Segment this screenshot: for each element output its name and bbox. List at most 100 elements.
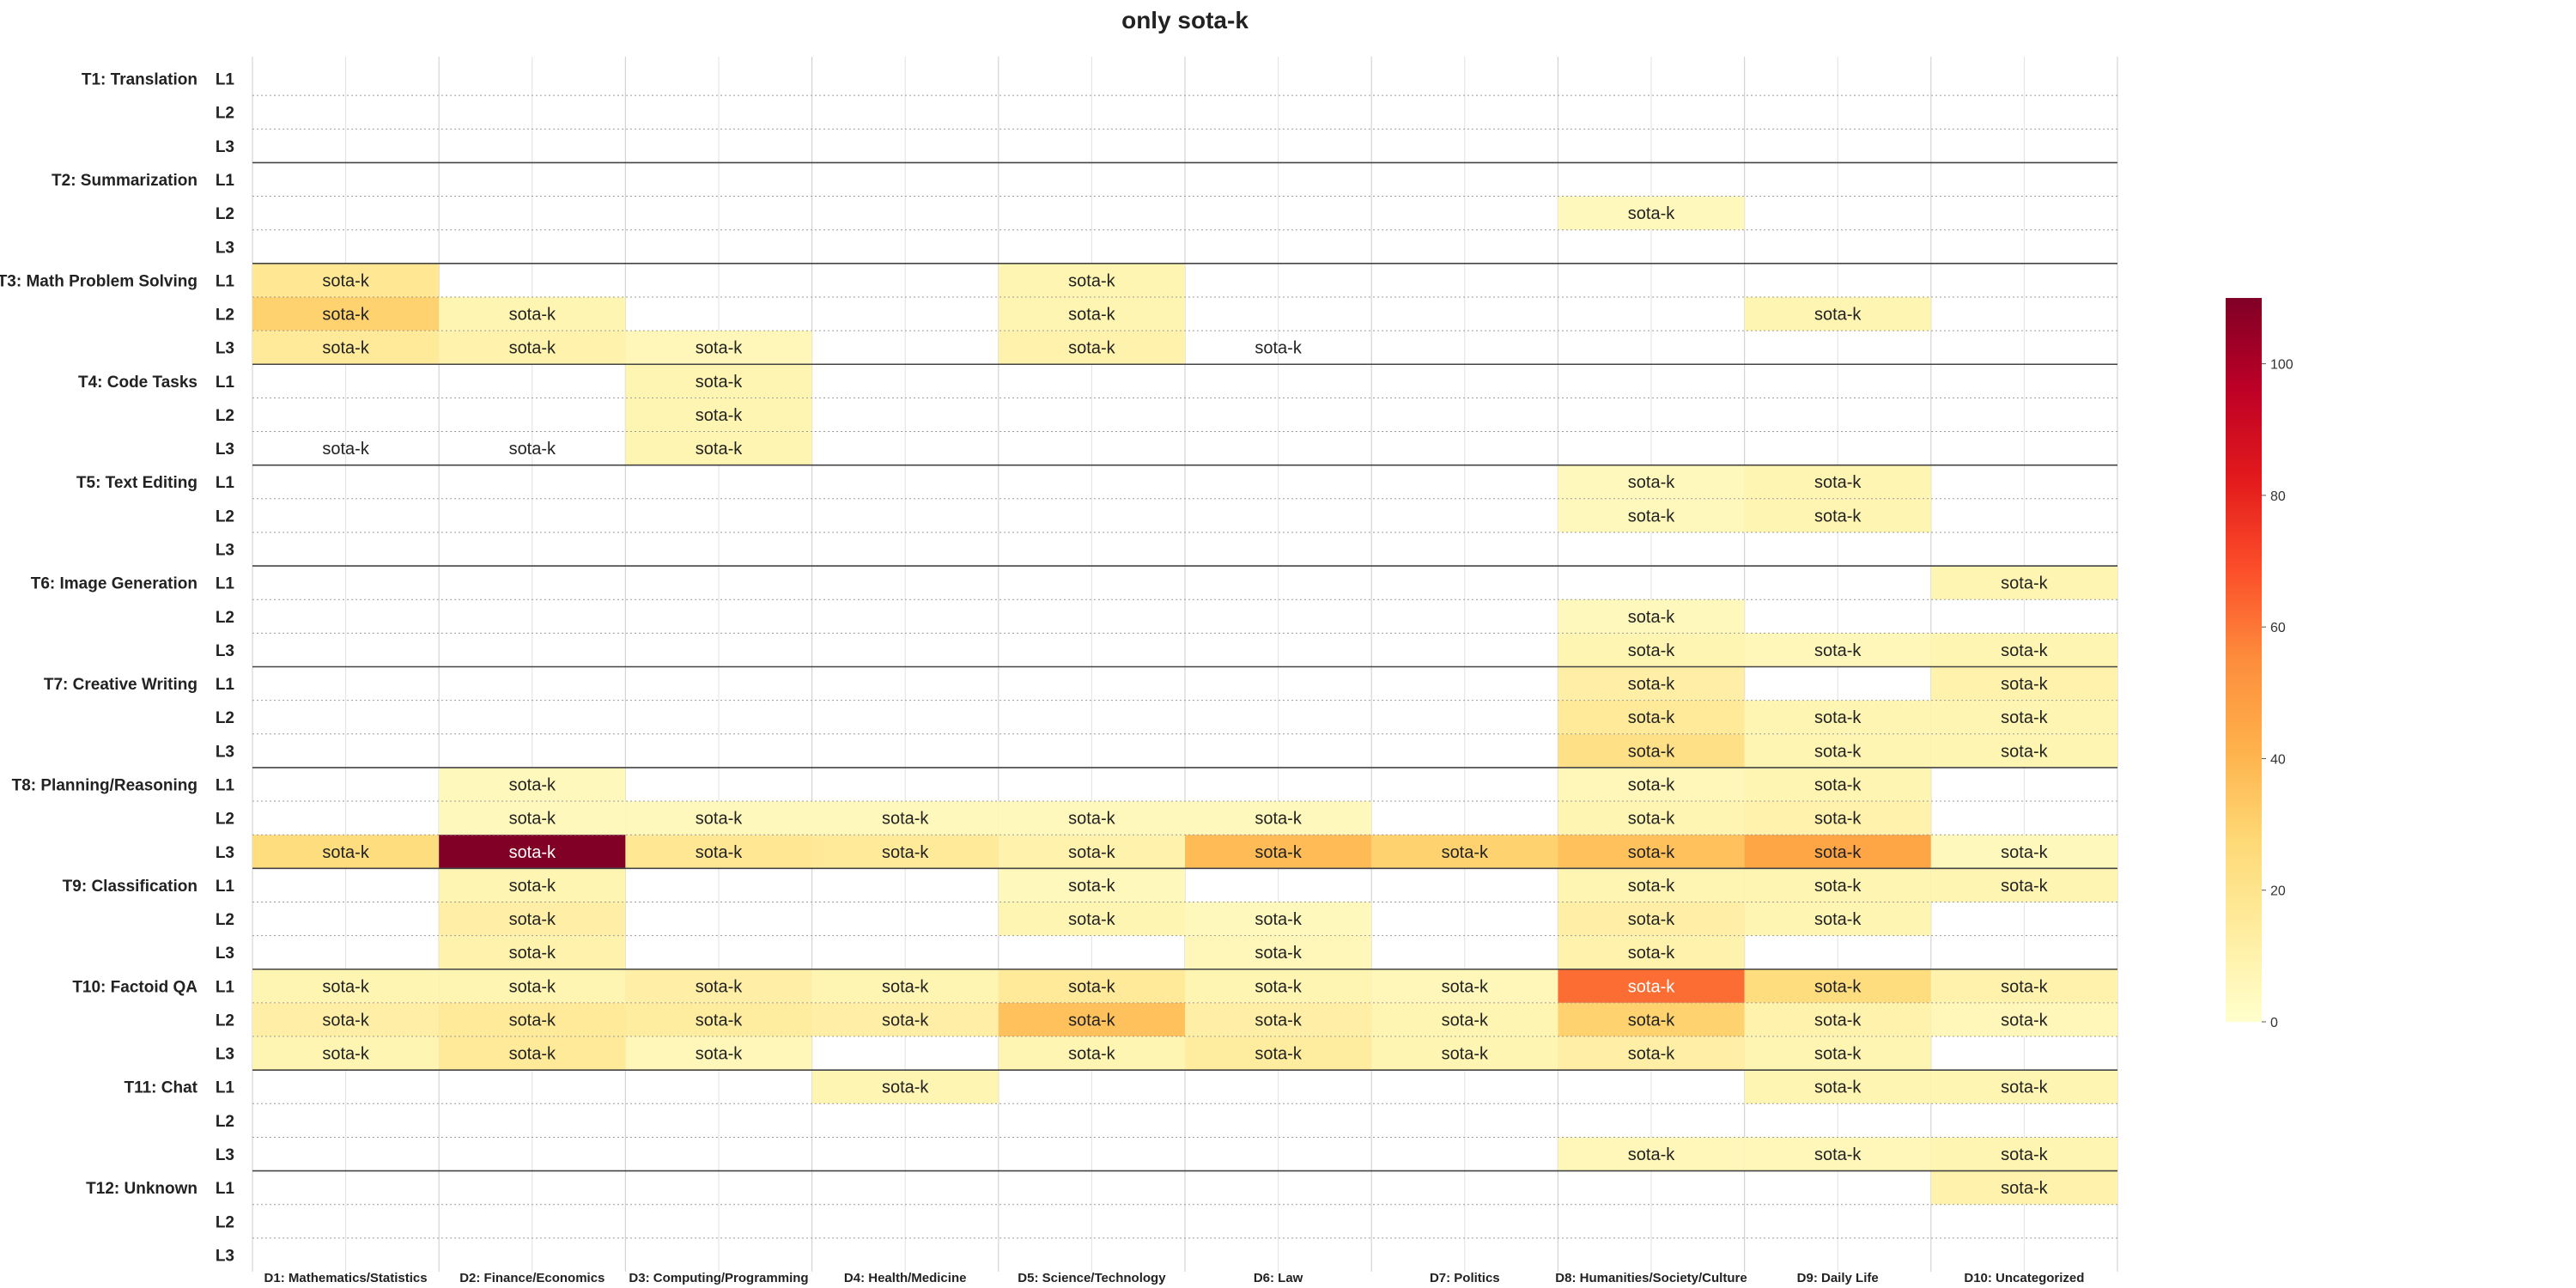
heatmap-cell bbox=[1930, 700, 2117, 734]
heatmap-cell bbox=[1744, 801, 1931, 835]
cell-label: sota-k bbox=[509, 775, 556, 794]
domain-label: D3: Computing/Programming bbox=[629, 1271, 808, 1285]
cell-label: sota-k bbox=[1628, 977, 1675, 996]
heatmap-cell bbox=[1558, 935, 1745, 969]
cell-label: sota-k bbox=[696, 1045, 743, 1064]
heatmap-cell bbox=[252, 263, 440, 297]
cell-label: sota-k bbox=[1628, 1011, 1675, 1030]
domain-label: D1: Mathematics/Statistics bbox=[264, 1271, 428, 1285]
heatmap-cell bbox=[1930, 868, 2117, 902]
domain-label: D6: Law bbox=[1254, 1271, 1303, 1285]
cell-label: sota-k bbox=[1255, 977, 1302, 996]
cell-label: sota-k bbox=[2001, 675, 2048, 694]
cell-label: sota-k bbox=[1814, 810, 1862, 829]
level-label: L3 bbox=[216, 743, 234, 761]
heatmap-cell bbox=[1744, 1070, 1931, 1104]
task-label: T10: Factoid QA bbox=[72, 978, 197, 996]
colorbar-gradient bbox=[2226, 298, 2262, 1022]
cell-label: sota-k bbox=[1814, 843, 1862, 862]
heatmap-cell bbox=[1930, 969, 2117, 1003]
cell-label: sota-k bbox=[696, 810, 743, 829]
heatmap-cell bbox=[1371, 1002, 1558, 1037]
heatmap-cell bbox=[1371, 835, 1558, 869]
heatmap-cell bbox=[439, 868, 626, 902]
heatmap-cell bbox=[1185, 801, 1372, 835]
heatmap-cell bbox=[998, 1036, 1185, 1071]
cell-label: sota-k bbox=[1628, 944, 1675, 963]
colorbar-tick-label: 40 bbox=[2270, 752, 2286, 767]
cell-label: sota-k bbox=[1628, 708, 1675, 727]
level-label: L2 bbox=[216, 609, 234, 627]
cell-label: sota-k bbox=[509, 944, 556, 963]
heatmap-cell bbox=[1744, 1002, 1931, 1037]
cell-label: sota-k bbox=[1068, 271, 1115, 290]
cell-label: sota-k bbox=[696, 977, 743, 996]
heatmap-cell bbox=[625, 1036, 812, 1071]
domain-label: D5: Science/Technology bbox=[1018, 1271, 1166, 1285]
heatmap-cell bbox=[439, 296, 626, 331]
colorbar-tick-label: 0 bbox=[2270, 1016, 2278, 1030]
heatmap-cell bbox=[1558, 801, 1745, 835]
cell-label: sota-k bbox=[509, 877, 556, 896]
heatmap-cell bbox=[1744, 868, 1931, 902]
colorbar-tick-label: 20 bbox=[2270, 884, 2286, 899]
cell-label: sota-k bbox=[1255, 810, 1302, 829]
heatmap-cell bbox=[998, 835, 1185, 869]
level-label: L3 bbox=[216, 844, 234, 862]
level-label: L2 bbox=[216, 407, 234, 425]
cell-label: sota-k bbox=[322, 977, 369, 996]
cell-label: sota-k bbox=[1628, 507, 1675, 526]
cell-label: sota-k bbox=[1814, 507, 1862, 526]
task-label: T6: Image Generation bbox=[31, 575, 197, 593]
cell-label: sota-k bbox=[2001, 1011, 2048, 1030]
level-label: L1 bbox=[216, 71, 235, 89]
heatmap-chart: sota-k sota-k sota-k sota-k sota-k sota-k sota… bbox=[0, 57, 2118, 1285]
cell-label: sota-k bbox=[322, 1011, 369, 1030]
cell-label: sota-k bbox=[1068, 1011, 1115, 1030]
heatmap-cell bbox=[625, 364, 812, 398]
cell-label: sota-k bbox=[2001, 1179, 2048, 1198]
cell-label: sota-k bbox=[1814, 775, 1862, 794]
colorbar-tick-label: 80 bbox=[2270, 489, 2286, 504]
task-label: T9: Classification bbox=[63, 878, 197, 896]
heatmap-cell bbox=[811, 835, 999, 869]
cell-label: sota-k bbox=[696, 373, 743, 392]
heatmap-cell bbox=[1371, 1036, 1558, 1071]
heatmap-cell bbox=[252, 296, 440, 331]
heatmap-cell bbox=[625, 331, 812, 365]
heatmap-cell bbox=[1558, 498, 1745, 532]
cell-label: sota-k bbox=[509, 977, 556, 996]
level-label: L3 bbox=[216, 1146, 234, 1164]
task-label: T8: Planning/Reasoning bbox=[12, 776, 197, 794]
cell-label: sota-k bbox=[322, 440, 369, 459]
heatmap-cell bbox=[1185, 1002, 1372, 1037]
level-label: L3 bbox=[216, 642, 234, 660]
task-label: T4: Code Tasks bbox=[78, 374, 197, 392]
heatmap-cell bbox=[811, 969, 999, 1003]
heatmap-cell bbox=[1744, 733, 1931, 768]
heatmap-cell bbox=[998, 902, 1185, 936]
task-label: T5: Text Editing bbox=[76, 474, 197, 492]
cell-label: sota-k bbox=[2001, 574, 2048, 593]
heatmap-cell bbox=[1558, 1002, 1745, 1037]
heatmap-cell bbox=[1744, 902, 1931, 936]
cell-label: sota-k bbox=[1814, 910, 1862, 929]
task-label: T1: Translation bbox=[82, 71, 197, 89]
cell-label: sota-k bbox=[1255, 843, 1302, 862]
level-label: L2 bbox=[216, 1012, 234, 1030]
cell-label: sota-k bbox=[1442, 977, 1489, 996]
cell-label: sota-k bbox=[882, 1011, 929, 1030]
cell-label: sota-k bbox=[1068, 910, 1115, 929]
heatmap-cell bbox=[439, 902, 626, 936]
cell-label: sota-k bbox=[2001, 877, 2048, 896]
heatmap-cell bbox=[1558, 633, 1745, 667]
level-label: L3 bbox=[216, 340, 234, 358]
cell-label: sota-k bbox=[2001, 977, 2048, 996]
heatmap-cell bbox=[1558, 902, 1745, 936]
task-label: T2: Summarization bbox=[52, 172, 197, 190]
cell-label: sota-k bbox=[1814, 708, 1862, 727]
level-label: L2 bbox=[216, 811, 234, 829]
cell-label: sota-k bbox=[1442, 843, 1489, 862]
cell-label: sota-k bbox=[1442, 1011, 1489, 1030]
heatmap-cell bbox=[252, 969, 440, 1003]
